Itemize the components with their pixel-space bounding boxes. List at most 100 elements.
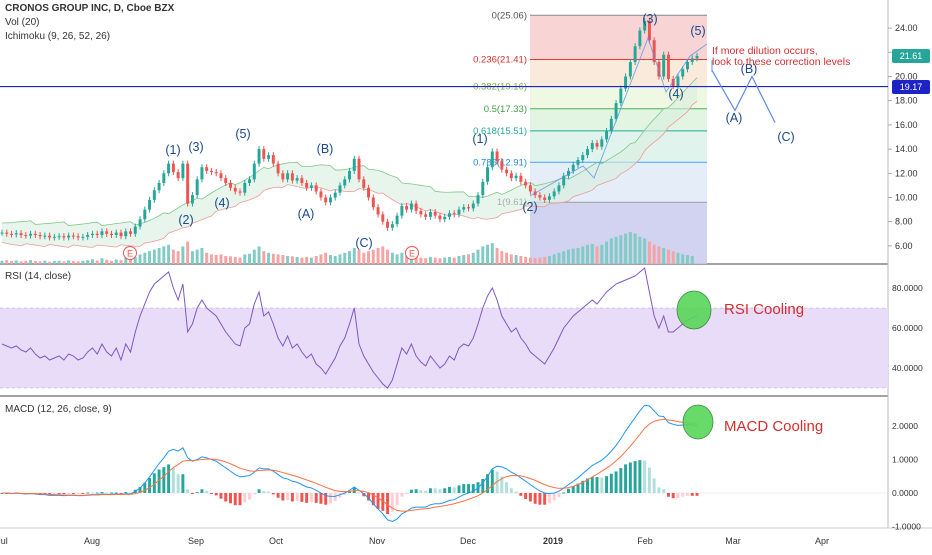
- candle-body: [662, 54, 666, 77]
- volume-bar: [138, 254, 142, 264]
- volume-bar: [309, 257, 313, 264]
- macd-histogram-bar: [209, 493, 213, 494]
- macd-histogram-bar: [566, 488, 570, 493]
- macd-highlight-marker: [682, 404, 714, 440]
- candle-body: [505, 169, 509, 174]
- candle-body: [157, 182, 161, 191]
- macd-histogram-bar: [467, 484, 470, 493]
- macd-histogram-bar: [238, 493, 242, 506]
- candle-body: [352, 158, 356, 171]
- macd-histogram-bar: [595, 477, 599, 493]
- wave-label: (3): [188, 140, 203, 154]
- fib-zone: [530, 202, 707, 264]
- volume-bar: [200, 248, 204, 264]
- volume-bar: [300, 257, 304, 264]
- volume-indicator-label[interactable]: Vol (20): [5, 17, 40, 28]
- volume-bar: [390, 252, 394, 264]
- candle-body: [14, 233, 18, 235]
- candle-body: [690, 58, 694, 62]
- volume-bar: [471, 252, 475, 264]
- volume-bar: [638, 236, 642, 264]
- candle-body: [43, 235, 47, 237]
- volume-bar: [333, 256, 337, 264]
- volume-bar: [90, 259, 94, 264]
- time-axis-label: Aug: [84, 536, 100, 546]
- macd-histogram-bar: [571, 485, 575, 493]
- macd-histogram-bar: [390, 493, 394, 512]
- time-axis-label: Nov: [369, 536, 386, 546]
- candle-body: [57, 236, 61, 238]
- macd-histogram-bar: [143, 482, 147, 493]
- candle-body: [167, 163, 171, 174]
- time-axis-label: Mar: [725, 536, 741, 546]
- wave-label: (A): [726, 111, 743, 125]
- volume-bar: [538, 257, 542, 264]
- rsi-axis-label: 60.0000: [892, 323, 923, 333]
- volume-bar: [114, 259, 118, 264]
- fib-zone: [530, 86, 707, 109]
- macd-histogram-bar: [471, 484, 475, 493]
- candle-body: [224, 178, 228, 183]
- macd-indicator-label[interactable]: MACD (12, 26, close, 9): [5, 404, 112, 415]
- volume-bar: [400, 252, 404, 264]
- earnings-marker-label: E: [127, 249, 133, 259]
- volume-bar: [133, 256, 137, 264]
- macd-histogram-bar: [376, 493, 380, 509]
- ichimoku-indicator-label[interactable]: Ichimoku (9, 26, 52, 26): [5, 31, 111, 42]
- macd-histogram-bar: [152, 473, 156, 493]
- volume-bar: [67, 260, 71, 264]
- macd-histogram-bar: [381, 493, 385, 511]
- macd-histogram-bar: [438, 489, 442, 493]
- candle-body: [300, 178, 304, 183]
- candle-body: [457, 209, 461, 215]
- time-axis-label: Oct: [269, 536, 284, 546]
- volume-bar: [600, 244, 604, 264]
- candle-body: [67, 235, 71, 238]
- candle-body: [338, 185, 342, 193]
- macd-histogram-bar: [214, 493, 218, 496]
- candle-body: [409, 203, 413, 210]
- candle-body: [619, 88, 623, 104]
- rsi-indicator-label[interactable]: RSI (14, close): [5, 271, 72, 282]
- volume-bar: [186, 241, 190, 264]
- macd-histogram-bar: [681, 493, 685, 497]
- volume-bar: [690, 256, 694, 264]
- volume-bar: [462, 255, 466, 264]
- volume-bar: [509, 254, 513, 264]
- candle-body: [643, 20, 647, 31]
- macd-histogram-bar: [490, 469, 494, 493]
- volume-bar: [81, 260, 85, 264]
- macd-histogram-bar: [419, 490, 423, 493]
- candle-body: [686, 61, 689, 70]
- macd-histogram-bar: [181, 474, 185, 493]
- macd-histogram-bar: [67, 493, 71, 494]
- candle-body: [162, 173, 166, 183]
- macd-axis-label: 0.0000: [892, 488, 918, 498]
- candle-body: [581, 155, 585, 160]
- volume-bar: [505, 252, 509, 264]
- macd-line: [2, 404, 698, 523]
- candle-body: [666, 54, 670, 79]
- rsi-annotation: RSI Cooling: [724, 301, 804, 318]
- macd-axis-label: 2.0000: [892, 421, 918, 431]
- time-axis-label: Apr: [815, 536, 829, 546]
- volume-bar: [328, 255, 332, 264]
- volume-bar: [248, 253, 252, 264]
- symbol-title[interactable]: CRONOS GROUP INC, D, Cboe BZX: [5, 3, 175, 14]
- macd-histogram-bar: [276, 493, 280, 498]
- macd-histogram-bar: [652, 478, 656, 493]
- macd-histogram-bar: [229, 493, 232, 504]
- volume-bar: [33, 261, 37, 264]
- candle-body: [395, 215, 399, 225]
- candle-body: [219, 173, 223, 179]
- macd-histogram-bar: [557, 493, 561, 498]
- candle-body: [176, 172, 180, 179]
- macd-histogram-bar: [590, 477, 594, 493]
- macd-histogram-bar: [233, 493, 237, 506]
- candle-body: [681, 69, 685, 77]
- volume-bar: [371, 249, 375, 264]
- volume-bar: [662, 248, 666, 264]
- volume-bar: [295, 256, 299, 264]
- macd-histogram-bar: [600, 477, 604, 493]
- candle-body: [495, 151, 499, 162]
